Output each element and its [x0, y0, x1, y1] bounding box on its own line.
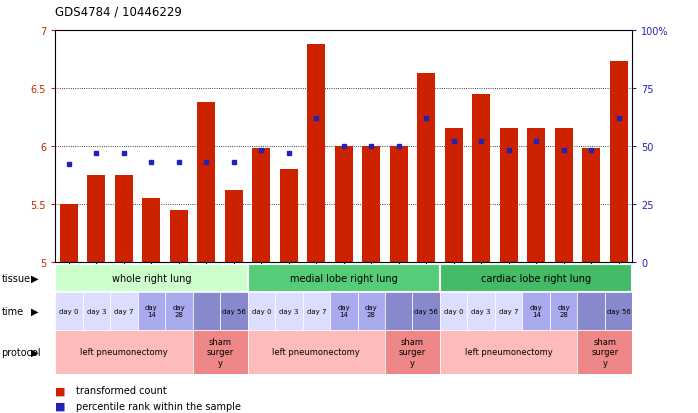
Bar: [193, 292, 220, 330]
Bar: [577, 292, 605, 330]
Bar: [138, 292, 165, 330]
Bar: [522, 292, 550, 330]
Text: left pneumonectomy: left pneumonectomy: [465, 347, 553, 356]
Text: day
14: day 14: [530, 304, 542, 318]
Text: ■: ■: [55, 385, 66, 395]
Bar: [582, 149, 600, 262]
Bar: [500, 129, 518, 262]
Text: sham
surger
y: sham surger y: [591, 337, 618, 367]
Text: ▶: ▶: [31, 347, 39, 357]
Text: day
28: day 28: [172, 304, 185, 318]
Bar: [248, 292, 275, 330]
Text: day 56: day 56: [222, 308, 246, 314]
Text: day 7: day 7: [499, 308, 519, 314]
Bar: [302, 292, 330, 330]
Bar: [440, 292, 468, 330]
Bar: [357, 292, 385, 330]
Bar: [110, 292, 138, 330]
Text: day 0: day 0: [251, 308, 271, 314]
Text: transformed count: transformed count: [76, 385, 167, 395]
Bar: [280, 170, 298, 262]
Text: day 7: day 7: [114, 308, 133, 314]
Text: day 56: day 56: [607, 308, 630, 314]
Text: day 0: day 0: [59, 308, 79, 314]
Bar: [440, 264, 632, 292]
Bar: [468, 292, 495, 330]
Bar: [307, 45, 325, 262]
Bar: [445, 129, 463, 262]
Bar: [220, 292, 248, 330]
Bar: [473, 95, 490, 262]
Bar: [60, 204, 77, 262]
Text: day 0: day 0: [444, 308, 463, 314]
Bar: [550, 292, 577, 330]
Bar: [275, 292, 302, 330]
Text: day 3: day 3: [471, 308, 491, 314]
Bar: [170, 210, 188, 262]
Text: day 3: day 3: [279, 308, 299, 314]
Bar: [527, 129, 545, 262]
Bar: [389, 147, 408, 262]
Text: day 56: day 56: [415, 308, 438, 314]
Bar: [610, 62, 628, 262]
Bar: [385, 330, 440, 374]
Text: sham
surger
y: sham surger y: [399, 337, 426, 367]
Text: tissue: tissue: [1, 273, 31, 283]
Bar: [605, 292, 632, 330]
Text: left pneumonectomy: left pneumonectomy: [80, 347, 168, 356]
Bar: [142, 198, 161, 262]
Text: GDS4784 / 10446229: GDS4784 / 10446229: [55, 6, 182, 19]
Text: ▶: ▶: [31, 273, 39, 283]
Text: day 7: day 7: [306, 308, 326, 314]
Text: medial lobe right lung: medial lobe right lung: [290, 273, 398, 283]
Bar: [55, 292, 82, 330]
Text: whole right lung: whole right lung: [112, 273, 191, 283]
Bar: [248, 330, 385, 374]
Bar: [495, 292, 522, 330]
Text: day
14: day 14: [337, 304, 350, 318]
Text: ▶: ▶: [31, 306, 39, 316]
Bar: [577, 330, 632, 374]
Bar: [225, 190, 243, 262]
Bar: [87, 176, 105, 262]
Bar: [82, 292, 110, 330]
Text: day
28: day 28: [365, 304, 378, 318]
Bar: [440, 330, 577, 374]
Text: protocol: protocol: [1, 347, 41, 357]
Text: day
28: day 28: [557, 304, 570, 318]
Bar: [417, 74, 435, 262]
Bar: [362, 147, 380, 262]
Bar: [330, 292, 357, 330]
Bar: [55, 264, 248, 292]
Bar: [555, 129, 572, 262]
Text: time: time: [1, 306, 24, 316]
Bar: [165, 292, 193, 330]
Text: ■: ■: [55, 401, 66, 411]
Bar: [198, 102, 215, 262]
Bar: [335, 147, 352, 262]
Text: percentile rank within the sample: percentile rank within the sample: [76, 401, 241, 411]
Text: cardiac lobe right lung: cardiac lobe right lung: [481, 273, 591, 283]
Bar: [193, 330, 248, 374]
Bar: [413, 292, 440, 330]
Text: left pneumonectomy: left pneumonectomy: [272, 347, 360, 356]
Text: sham
surger
y: sham surger y: [207, 337, 234, 367]
Text: day 3: day 3: [87, 308, 106, 314]
Text: day
14: day 14: [145, 304, 158, 318]
Bar: [248, 264, 440, 292]
Bar: [55, 330, 193, 374]
Bar: [385, 292, 413, 330]
Bar: [253, 149, 270, 262]
Bar: [115, 176, 133, 262]
